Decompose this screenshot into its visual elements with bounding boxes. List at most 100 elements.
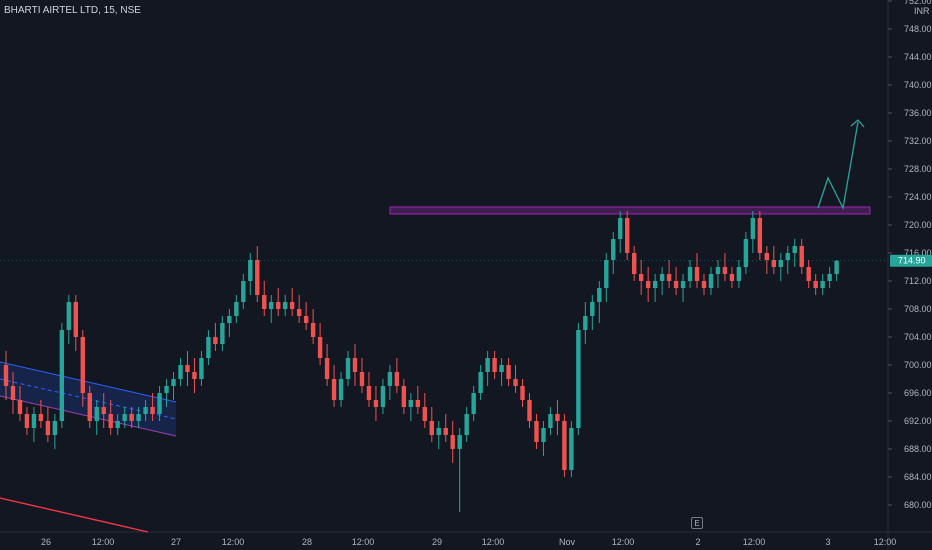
candle-body	[666, 274, 672, 281]
candle-body	[785, 253, 790, 260]
candle-body	[331, 379, 337, 400]
symbol-name: BHARTI AIRTEL LTD	[4, 5, 99, 16]
candle-body	[129, 414, 134, 421]
candle-body	[94, 407, 99, 421]
candle-body	[178, 365, 183, 379]
candle-body	[143, 407, 148, 414]
candle-body	[527, 400, 532, 421]
candle-body	[632, 253, 637, 274]
candle-body	[10, 386, 16, 400]
candle-body	[625, 218, 630, 253]
candle-body	[394, 372, 400, 386]
price-tick-label: 752.00	[904, 0, 932, 6]
candle-body	[618, 218, 623, 239]
candle-body	[806, 267, 811, 281]
candle-body	[59, 330, 65, 421]
candle-body	[492, 358, 497, 372]
time-tick-label: 26	[41, 537, 51, 547]
candle-body	[150, 407, 155, 414]
candle-body	[269, 302, 274, 309]
candle-body	[652, 281, 658, 288]
candle-body	[673, 281, 679, 288]
channel-upper-line	[0, 361, 177, 403]
price-tick-label: 744.00	[904, 52, 932, 62]
events-button[interactable]: E	[691, 517, 703, 529]
candle-body	[359, 372, 365, 386]
candle-body	[813, 281, 818, 288]
trend-line	[0, 497, 149, 533]
candle-body	[220, 323, 225, 344]
candle-body	[694, 267, 700, 281]
candle-body	[478, 372, 483, 393]
price-tick-label: 720.00	[904, 220, 932, 230]
price-tick-label: 688.00	[904, 444, 932, 454]
candle-body	[317, 337, 323, 358]
candle-body	[576, 330, 581, 428]
time-tick-label: 12:00	[222, 537, 245, 547]
price-tick-label: 712.00	[904, 276, 932, 286]
candle-body	[520, 386, 525, 400]
candle-body	[450, 435, 455, 449]
candle-body	[45, 421, 51, 435]
candle-body	[401, 386, 407, 407]
price-tick-label: 728.00	[904, 164, 932, 174]
currency-label: INR	[914, 6, 930, 16]
candle-body	[457, 435, 462, 449]
candle-body	[108, 414, 113, 428]
price-tick-label: 692.00	[904, 416, 932, 426]
price-tick-label: 704.00	[904, 332, 932, 342]
projection-arrowhead	[850, 119, 865, 128]
interval-label: 15	[103, 5, 115, 16]
candle-body	[687, 267, 693, 281]
candle-body	[736, 267, 742, 281]
candle-body	[562, 421, 567, 470]
candle-body	[262, 295, 267, 309]
candle-body	[234, 302, 239, 316]
time-tick-label: 12:00	[482, 537, 505, 547]
candle-body	[701, 281, 707, 288]
candle-body	[715, 267, 721, 274]
candle-body	[743, 239, 749, 267]
price-tick-label: 696.00	[904, 388, 932, 398]
price-tick-label: 708.00	[904, 304, 932, 314]
candle-body	[436, 428, 441, 435]
candle-body	[415, 400, 421, 407]
price-tick-label: 732.00	[904, 136, 932, 146]
candle-body	[611, 239, 616, 260]
candle-body	[792, 246, 797, 253]
candle-body	[569, 428, 574, 470]
candle-body	[213, 337, 218, 344]
price-tick-label: 748.00	[904, 24, 932, 34]
candle-body	[771, 260, 776, 267]
time-tick-label: 12:00	[612, 537, 635, 547]
candle-body	[66, 302, 72, 330]
candle-body	[17, 400, 23, 414]
candle-body	[324, 358, 330, 379]
time-tick-label: 28	[302, 537, 312, 547]
candle-body	[659, 274, 665, 281]
price-tick-label: 680.00	[904, 500, 932, 510]
candle-body	[485, 358, 490, 372]
price-tick-label: 716.00	[904, 248, 932, 258]
time-tick-label: 27	[171, 537, 181, 547]
candle-body	[778, 260, 783, 267]
exchange-label: NSE	[120, 5, 141, 16]
candle-body	[645, 281, 651, 288]
time-tick-label: 12:00	[92, 537, 115, 547]
time-tick-label: 3	[825, 537, 830, 547]
candle-body	[471, 393, 476, 414]
candle-body	[164, 386, 169, 393]
candle-body	[506, 365, 511, 379]
candle-body	[87, 393, 92, 421]
price-tick-label: 740.00	[904, 80, 932, 90]
candle-body	[241, 281, 246, 302]
candle-body	[171, 379, 176, 386]
candle-body	[541, 428, 546, 442]
price-tick-label: 700.00	[904, 360, 932, 370]
candle-body	[136, 414, 141, 421]
candle-body	[799, 246, 804, 267]
candle-body	[24, 414, 30, 428]
candle-body	[443, 428, 448, 435]
candle-body	[73, 302, 78, 337]
